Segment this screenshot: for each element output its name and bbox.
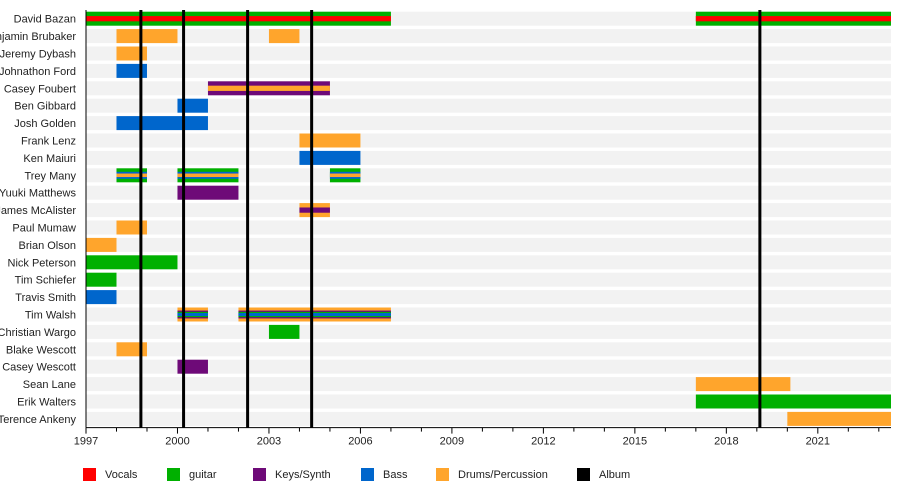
row-background — [86, 290, 891, 305]
row-background — [86, 185, 891, 200]
member-label: Yuuki Matthews — [0, 188, 76, 200]
member-label: Paul Mumaw — [12, 223, 76, 235]
member-label: Tim Walsh — [25, 310, 76, 322]
member-bar — [116, 29, 178, 44]
legend-label: guitar — [189, 469, 217, 481]
member-bar — [116, 342, 147, 357]
member-label: Benjamin Brubaker — [0, 31, 76, 43]
x-tick-label: 2012 — [531, 436, 555, 448]
member-label: Casey Foubert — [4, 83, 76, 95]
legend-swatch — [577, 468, 590, 481]
x-tick-label: 2000 — [165, 436, 189, 448]
legend-swatch — [253, 468, 266, 481]
row-background — [86, 237, 891, 252]
member-label: Erik Walters — [17, 397, 76, 409]
member-label: Sean Lane — [23, 379, 76, 391]
row-background — [86, 81, 891, 96]
member-bar — [116, 63, 147, 78]
row-background — [86, 63, 891, 78]
row-background — [86, 272, 891, 287]
member-label: Terence Ankeny — [0, 414, 76, 426]
member-label: Johnathon Ford — [0, 66, 76, 78]
member-label: Nick Peterson — [8, 257, 76, 269]
member-bar — [86, 16, 391, 22]
member-bar — [268, 324, 300, 339]
row-background — [86, 220, 891, 235]
row-background — [86, 411, 891, 426]
row-background — [86, 150, 891, 165]
row-background — [86, 324, 891, 339]
member-bar — [177, 98, 208, 113]
member-bar — [299, 133, 361, 148]
member-bar — [177, 359, 208, 374]
member-bar — [695, 377, 791, 392]
row-background — [86, 116, 891, 131]
member-label: Jeremy Dybash — [0, 49, 76, 61]
row-background — [86, 46, 891, 61]
member-bar — [238, 313, 391, 316]
legend-label: Bass — [383, 469, 408, 481]
x-tick-label: 2018 — [714, 436, 738, 448]
row-background — [86, 377, 891, 392]
x-tick-label: 1997 — [74, 436, 98, 448]
row-background — [86, 255, 891, 270]
legend-label: Keys/Synth — [275, 469, 331, 481]
member-label: Frank Lenz — [21, 136, 76, 148]
row-background — [86, 133, 891, 148]
x-tick-label: 2003 — [257, 436, 281, 448]
member-label: Ben Gibbard — [14, 101, 76, 113]
member-bar — [86, 255, 178, 270]
legend-swatch — [436, 468, 449, 481]
x-tick-label: 2021 — [806, 436, 830, 448]
member-bar — [207, 85, 330, 91]
row-background — [86, 203, 891, 218]
member-bar — [86, 237, 117, 252]
member-bar — [787, 411, 891, 426]
member-label: James McAlister — [0, 205, 76, 217]
row-background — [86, 29, 891, 44]
member-bar — [695, 16, 891, 22]
member-label: Blake Wescott — [6, 344, 76, 356]
member-label: Christian Wargo — [0, 327, 76, 339]
member-bar — [116, 173, 147, 178]
member-label: Brian Olson — [19, 240, 76, 252]
row-background — [86, 98, 891, 113]
member-bar — [268, 29, 300, 44]
row-background — [86, 342, 891, 357]
member-label: Josh Golden — [14, 118, 76, 130]
row-background — [86, 168, 891, 183]
x-tick-label: 2006 — [348, 436, 372, 448]
x-tick-label: 2015 — [623, 436, 647, 448]
member-bar — [329, 173, 361, 178]
member-bar — [177, 173, 239, 178]
member-bar — [86, 272, 117, 287]
legend-label: Vocals — [105, 469, 138, 481]
legend-swatch — [361, 468, 374, 481]
legend-swatch — [167, 468, 180, 481]
member-bar — [116, 116, 208, 131]
legend-swatch — [83, 468, 96, 481]
member-bar — [177, 185, 239, 200]
member-bar — [299, 150, 361, 165]
member-label: Casey Wescott — [2, 362, 76, 374]
member-label: David Bazan — [14, 14, 76, 26]
x-tick-label: 2009 — [440, 436, 464, 448]
member-bar — [177, 313, 208, 316]
legend-label: Album — [599, 469, 630, 481]
row-background — [86, 359, 891, 374]
member-bar — [86, 290, 117, 305]
legend-label: Drums/Percussion — [458, 469, 548, 481]
member-label: Tim Schiefer — [15, 275, 77, 287]
row-background — [86, 394, 891, 409]
member-label: Trey Many — [24, 170, 76, 182]
member-label: Travis Smith — [15, 292, 76, 304]
member-bar — [695, 394, 891, 409]
member-bar — [299, 207, 330, 213]
member-label: Ken Maiuri — [23, 153, 76, 165]
member-bar — [116, 46, 147, 61]
member-bar — [116, 220, 147, 235]
